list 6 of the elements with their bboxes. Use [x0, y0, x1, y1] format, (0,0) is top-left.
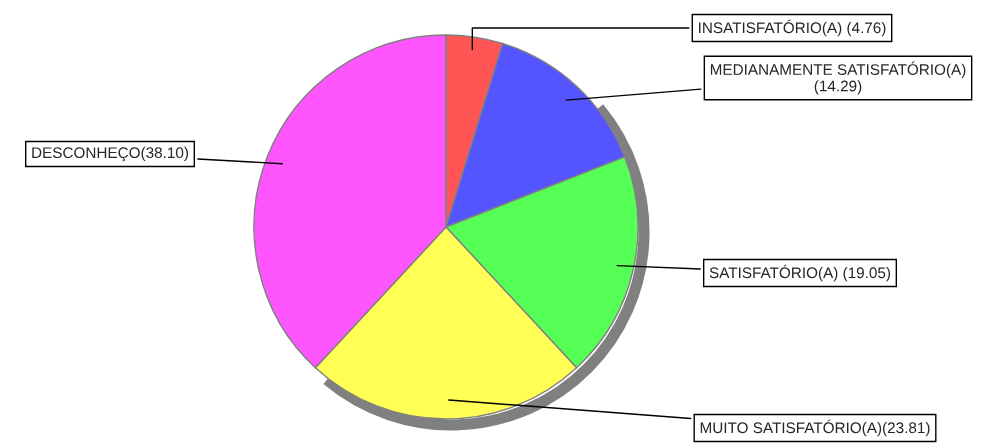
slice-label: MUITO SATISFATÓRIO(A)(23.81)	[700, 419, 930, 437]
slice-label: INSATISFATÓRIO(A) (4.76)	[699, 19, 886, 37]
slice-label: SATISFATÓRIO(A) (19.05)	[709, 264, 891, 282]
data-label: (14.29)	[814, 80, 862, 95]
slice-label: DESCONHEÇO(38.10)	[32, 146, 189, 162]
slice-label: MEDIANAMENTE SATISFATÓRIO(A)	[710, 61, 966, 78]
